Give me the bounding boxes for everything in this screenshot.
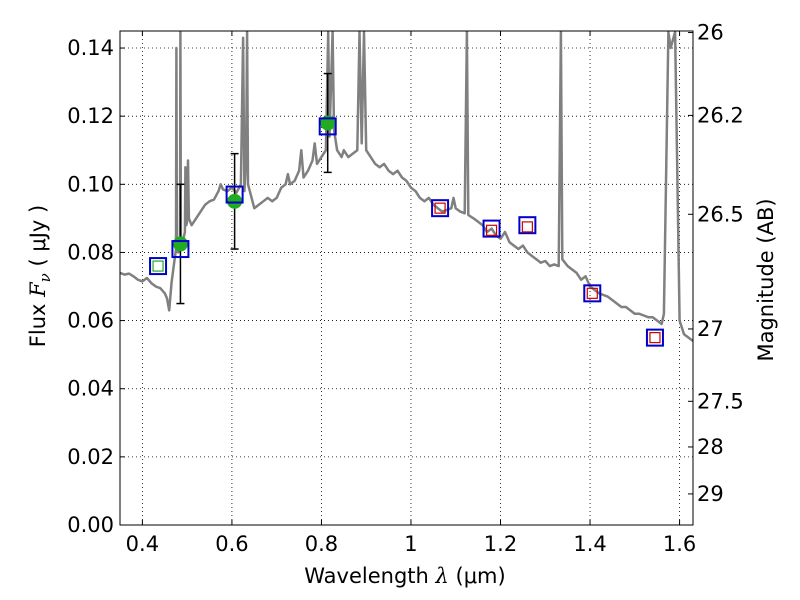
y-tick-label: 0.12 [67,104,114,128]
y-axis-label-prefix: Flux [26,297,50,347]
error-bars [176,72,332,305]
model-photometry-square [583,284,602,303]
y-tick-label: 0.10 [67,172,114,196]
y-tick-label: 0.06 [67,309,114,333]
x-axis-label-var: λ [435,564,449,588]
inner-square [586,287,598,299]
model-photometry-square [482,219,501,238]
model-photometry-square [431,199,450,218]
y-tick-label: 0.02 [67,445,114,469]
x-tick-label: 0.8 [305,532,338,556]
y2-tick-label: 27 [697,317,724,341]
y2-axis-label: Magnitude (AB) [754,198,778,361]
model-photometry-square [518,216,537,235]
x-tick-label: 1.2 [484,532,517,556]
y2-tick-label: 26.2 [697,103,744,127]
y2-tick-label: 26 [697,21,724,45]
y-tick-label: 0.00 [67,513,114,537]
y2-tick-label: 26.5 [697,202,744,226]
x-axis-label: Wavelength λ (μm) [304,564,505,588]
y-axis-label: Flux Fν ( μJy ) [26,205,54,347]
inner-square [485,224,498,236]
y2-tick-label: 29 [697,482,724,506]
y2-tick-label: 28 [697,435,724,459]
plot-frame [119,30,694,526]
y-tick-label: 0.08 [67,240,114,264]
y-axis-label-var: F [26,281,50,298]
y2-tick-label: 27.5 [697,389,744,413]
axis-ticks: 0.4 0.6 0.8 1 1.2 1.4 1.6 0.00 0.02 0.04 0.06 0.08 0… [67,21,744,556]
model-photometry-square [149,257,168,276]
y-tick-label: 0.04 [67,377,114,401]
x-tick-label: 1.6 [663,532,696,556]
y-tick-label: 0.14 [67,36,114,60]
inner-square [152,260,164,272]
y-axis-label-suffix: ( μJy ) [26,205,50,273]
x-tick-label: 0.6 [215,532,248,556]
model-photometry-square [171,240,190,259]
model-sed-line [119,30,694,342]
model-photometry-square [225,185,244,204]
grid [120,31,693,526]
model-photometry-square [645,328,664,347]
x-axis-label-prefix: Wavelength [304,564,435,588]
x-tick-label: 1.4 [573,532,606,556]
markers [149,115,664,347]
inner-square [521,221,533,233]
x-tick-label: 1 [404,532,417,556]
x-tick-label: 0.4 [126,532,159,556]
observed-point [227,193,243,209]
inner-square [434,202,446,214]
observed-point [172,236,188,252]
sed-line-path [119,30,694,342]
x-axis-label-suffix: (μm) [449,564,506,588]
inner-square [649,332,661,344]
model-photometry-square [318,117,337,136]
y-axis-label-sub: ν [36,273,54,282]
